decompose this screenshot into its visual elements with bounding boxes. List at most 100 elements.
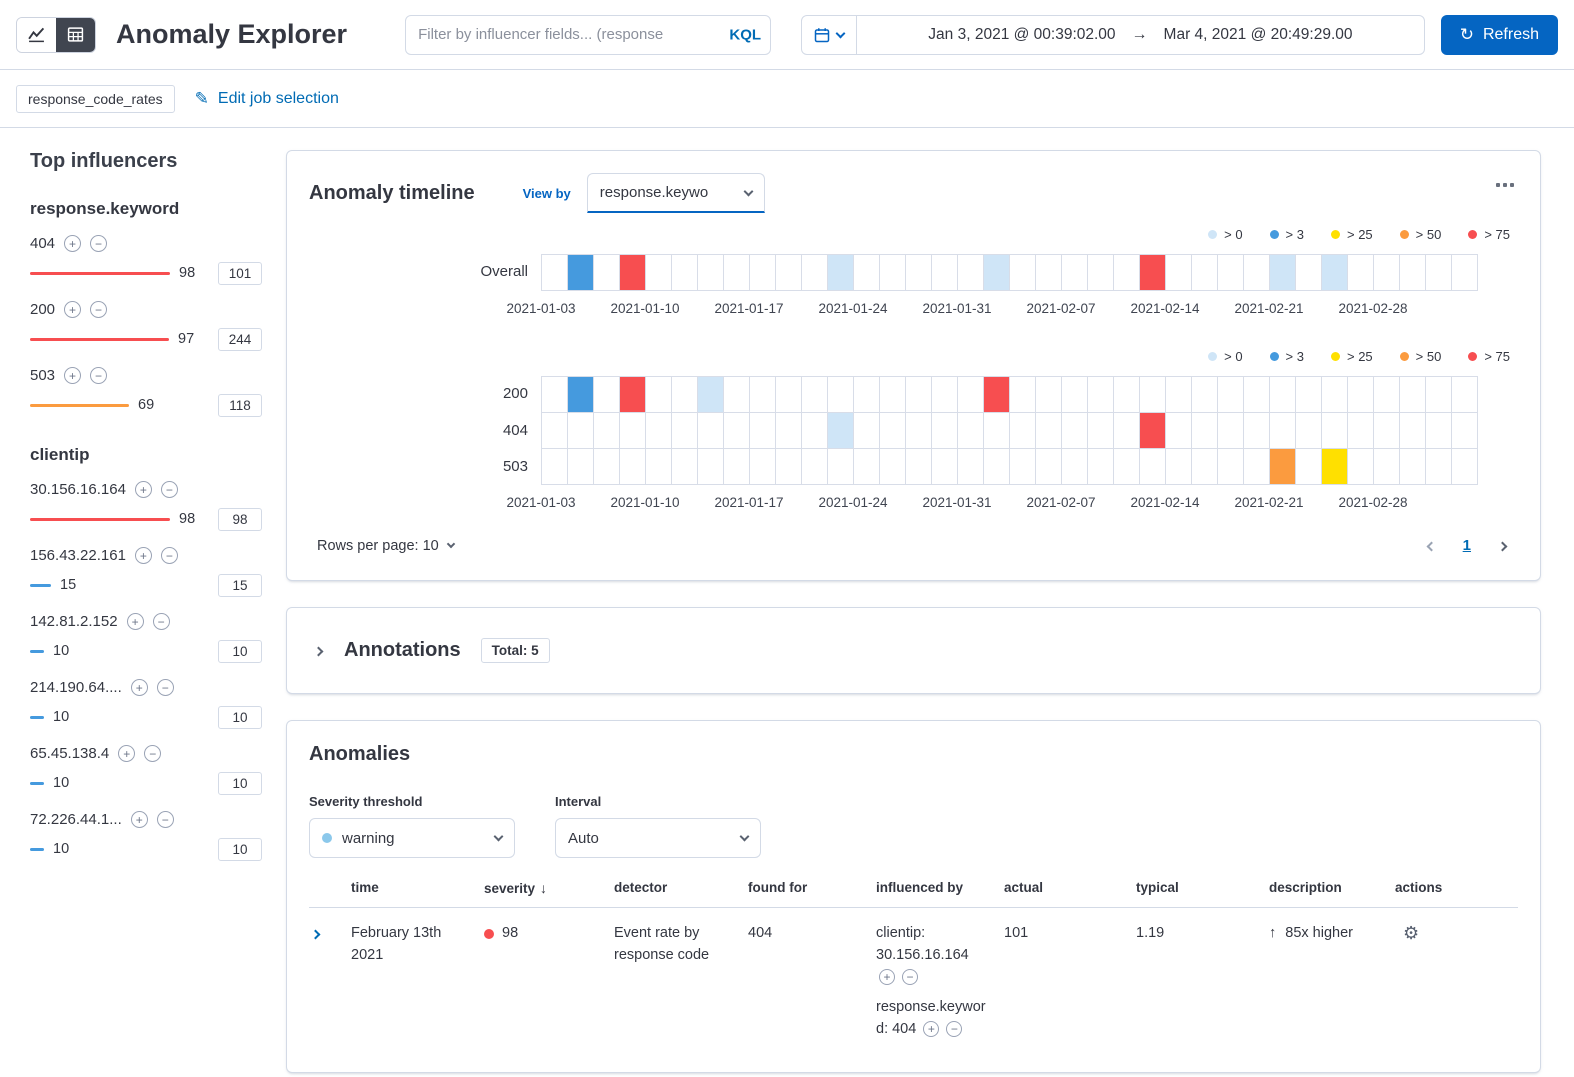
remove-filter-icon[interactable]: − xyxy=(90,235,108,252)
swimlane-cell[interactable] xyxy=(1400,255,1426,291)
swimlane-cell[interactable] xyxy=(1088,449,1114,485)
swimlane-cell[interactable] xyxy=(724,255,750,291)
swimlane-cell[interactable] xyxy=(958,449,984,485)
swimlane-cell[interactable] xyxy=(932,449,958,485)
swimlane-cell[interactable] xyxy=(776,377,802,413)
swimlane-cell[interactable] xyxy=(880,255,906,291)
swimlane-cell[interactable] xyxy=(750,255,776,291)
swimlane-cell[interactable] xyxy=(1426,413,1452,449)
swimlane-cell[interactable] xyxy=(854,449,880,485)
swimlane-cell[interactable] xyxy=(1400,449,1426,485)
swimlane-cell[interactable] xyxy=(620,377,646,413)
swimlane-cell[interactable] xyxy=(880,377,906,413)
swimlane-cell[interactable] xyxy=(1322,449,1348,485)
swimlane-cell[interactable] xyxy=(906,449,932,485)
swimlane-cell[interactable] xyxy=(1036,255,1062,291)
swimlane-cell[interactable] xyxy=(880,413,906,449)
swimlane-cell[interactable] xyxy=(594,255,620,291)
remove-filter-icon[interactable]: − xyxy=(156,679,174,696)
swimlane-cell[interactable] xyxy=(958,255,984,291)
add-filter-icon[interactable]: + xyxy=(64,367,82,384)
swimlane-cell[interactable] xyxy=(1036,377,1062,413)
swimlane-cell[interactable] xyxy=(1426,255,1452,291)
swimlane-cell[interactable] xyxy=(1192,255,1218,291)
swimlane-cell[interactable] xyxy=(620,255,646,291)
swimlane-cell[interactable] xyxy=(776,255,802,291)
swimlane-cell[interactable] xyxy=(1296,413,1322,449)
swimlane-cell[interactable] xyxy=(672,255,698,291)
swimlane-cell[interactable] xyxy=(906,413,932,449)
swimlane-cell[interactable] xyxy=(776,449,802,485)
swimlane-cell[interactable] xyxy=(1322,255,1348,291)
add-filter-icon[interactable]: + xyxy=(130,679,148,696)
swimlane-cell[interactable] xyxy=(1244,255,1270,291)
swimlane-cell[interactable] xyxy=(594,413,620,449)
swimlane-cell[interactable] xyxy=(958,413,984,449)
swimlane-cell[interactable] xyxy=(1036,413,1062,449)
swimlane-cell[interactable] xyxy=(1088,377,1114,413)
swimlane-cell[interactable] xyxy=(1426,377,1452,413)
add-filter-icon[interactable]: + xyxy=(879,968,895,985)
swimlane-cell[interactable] xyxy=(932,377,958,413)
swimlane-cell[interactable] xyxy=(1218,413,1244,449)
swimlane-cell[interactable] xyxy=(1088,255,1114,291)
swimlane-cell[interactable] xyxy=(542,449,568,485)
swimlane-cell[interactable] xyxy=(984,255,1010,291)
swimlane-cell[interactable] xyxy=(1348,255,1374,291)
swimlane-cell[interactable] xyxy=(932,413,958,449)
swimlane-cell[interactable] xyxy=(1348,377,1374,413)
swimlane-cell[interactable] xyxy=(984,449,1010,485)
swimlane-cell[interactable] xyxy=(1166,449,1192,485)
add-filter-icon[interactable]: + xyxy=(134,547,152,564)
swimlane-cell[interactable] xyxy=(828,377,854,413)
swimlane-cell[interactable] xyxy=(672,377,698,413)
swimlane-cell[interactable] xyxy=(1062,377,1088,413)
add-filter-icon[interactable]: + xyxy=(118,745,136,762)
expand-row-button[interactable] xyxy=(309,923,322,944)
swimlane-cell[interactable] xyxy=(698,255,724,291)
swimlane-cell[interactable] xyxy=(646,255,672,291)
swimlane-cell[interactable] xyxy=(594,449,620,485)
swimlane-cell[interactable] xyxy=(1452,377,1478,413)
page-number-button[interactable]: 1 xyxy=(1459,533,1475,558)
swimlane-cell[interactable] xyxy=(1010,377,1036,413)
swimlane-cell[interactable] xyxy=(854,413,880,449)
swimlane-cell[interactable] xyxy=(776,413,802,449)
swimlane-cell[interactable] xyxy=(1010,255,1036,291)
column-severity[interactable]: severity ↓ xyxy=(484,880,614,896)
swimlane-cell[interactable] xyxy=(568,413,594,449)
swimlane-cell[interactable] xyxy=(1062,449,1088,485)
swimlane-cell[interactable] xyxy=(1374,413,1400,449)
swimlane-cell[interactable] xyxy=(646,413,672,449)
swimlane-cell[interactable] xyxy=(1322,413,1348,449)
calendar-button[interactable] xyxy=(802,15,858,54)
add-filter-icon[interactable]: + xyxy=(923,1021,940,1038)
swimlane-cell[interactable] xyxy=(1166,377,1192,413)
swimlane-cell[interactable] xyxy=(672,449,698,485)
swimlane-cell[interactable] xyxy=(1192,449,1218,485)
swimlane-cell[interactable] xyxy=(828,449,854,485)
remove-filter-icon[interactable]: − xyxy=(90,301,108,318)
swimlane-cell[interactable] xyxy=(854,255,880,291)
swimlane-cell[interactable] xyxy=(750,413,776,449)
swimlane-cell[interactable] xyxy=(802,449,828,485)
kql-button[interactable]: KQL xyxy=(729,26,762,43)
swimlane-cell[interactable] xyxy=(1244,413,1270,449)
swimlane-cell[interactable] xyxy=(1114,449,1140,485)
swimlane-cell[interactable] xyxy=(698,413,724,449)
swimlane-cell[interactable] xyxy=(750,377,776,413)
add-filter-icon[interactable]: + xyxy=(64,235,82,252)
swimlane-cell[interactable] xyxy=(1400,413,1426,449)
date-start[interactable]: Jan 3, 2021 @ 00:39:02.00 xyxy=(928,25,1116,43)
swimlane-cell[interactable] xyxy=(802,413,828,449)
rows-per-page-button[interactable]: Rows per page: 10 xyxy=(309,534,462,558)
swimlane-cell[interactable] xyxy=(1140,449,1166,485)
date-range[interactable]: Jan 3, 2021 @ 00:39:02.00 → Mar 4, 2021 … xyxy=(857,26,1424,44)
swimlane-cell[interactable] xyxy=(906,377,932,413)
edit-job-selection-link[interactable]: ✎ Edit job selection xyxy=(195,89,339,109)
swimlane-cell[interactable] xyxy=(724,413,750,449)
charts-view-button[interactable] xyxy=(17,17,56,52)
swimlane-cell[interactable] xyxy=(724,377,750,413)
swimlane-cell[interactable] xyxy=(932,255,958,291)
remove-filter-icon[interactable]: − xyxy=(946,1021,963,1038)
